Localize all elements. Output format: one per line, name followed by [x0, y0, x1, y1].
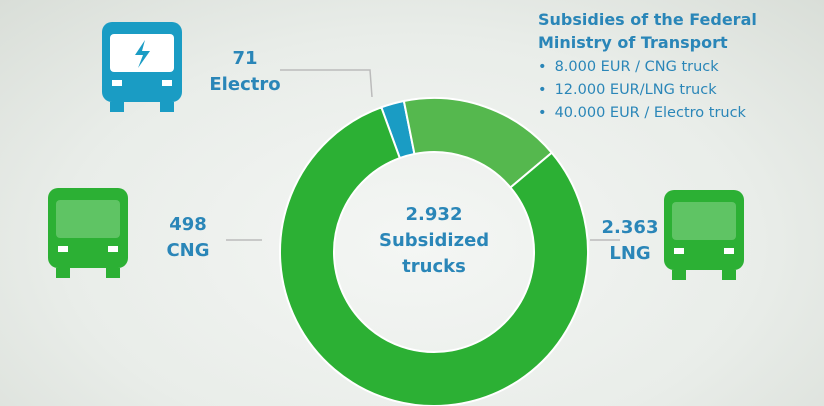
slice-label: 498 CNG [143, 212, 233, 264]
info-box: Subsidies of the Federal Ministry of Tra… [538, 8, 820, 125]
category-label: LNG [609, 243, 651, 264]
value-label: 2.363 [601, 217, 659, 238]
category-label: Electro [209, 74, 281, 95]
truck-icon [664, 190, 744, 280]
info-list: 8.000 EUR / CNG truck12.000 EUR/LNG truc… [538, 56, 820, 125]
info-title: Subsidies of the Federal Ministry of Tra… [538, 10, 757, 52]
value-label: 498 [169, 214, 207, 235]
info-item: 12.000 EUR/LNG truck [538, 79, 820, 102]
center-value: 2.932 [405, 204, 463, 225]
slice-label: 2.363 LNG [585, 215, 675, 267]
leader-line [280, 69, 373, 98]
center-text: Subsidized trucks [379, 230, 490, 277]
center-label: 2.932 Subsidized trucks [364, 202, 504, 280]
info-item: 8.000 EUR / CNG truck [538, 56, 820, 79]
truck-icon [48, 188, 128, 278]
donut [279, 97, 589, 406]
info-item: 40.000 EUR / Electro truck [538, 102, 820, 125]
donut-slice [279, 106, 589, 406]
slice-label: 71 Electro [200, 46, 290, 98]
truck-icon [102, 22, 182, 112]
value-label: 71 [232, 48, 258, 69]
category-label: CNG [166, 240, 210, 261]
leader-lines [226, 69, 620, 241]
